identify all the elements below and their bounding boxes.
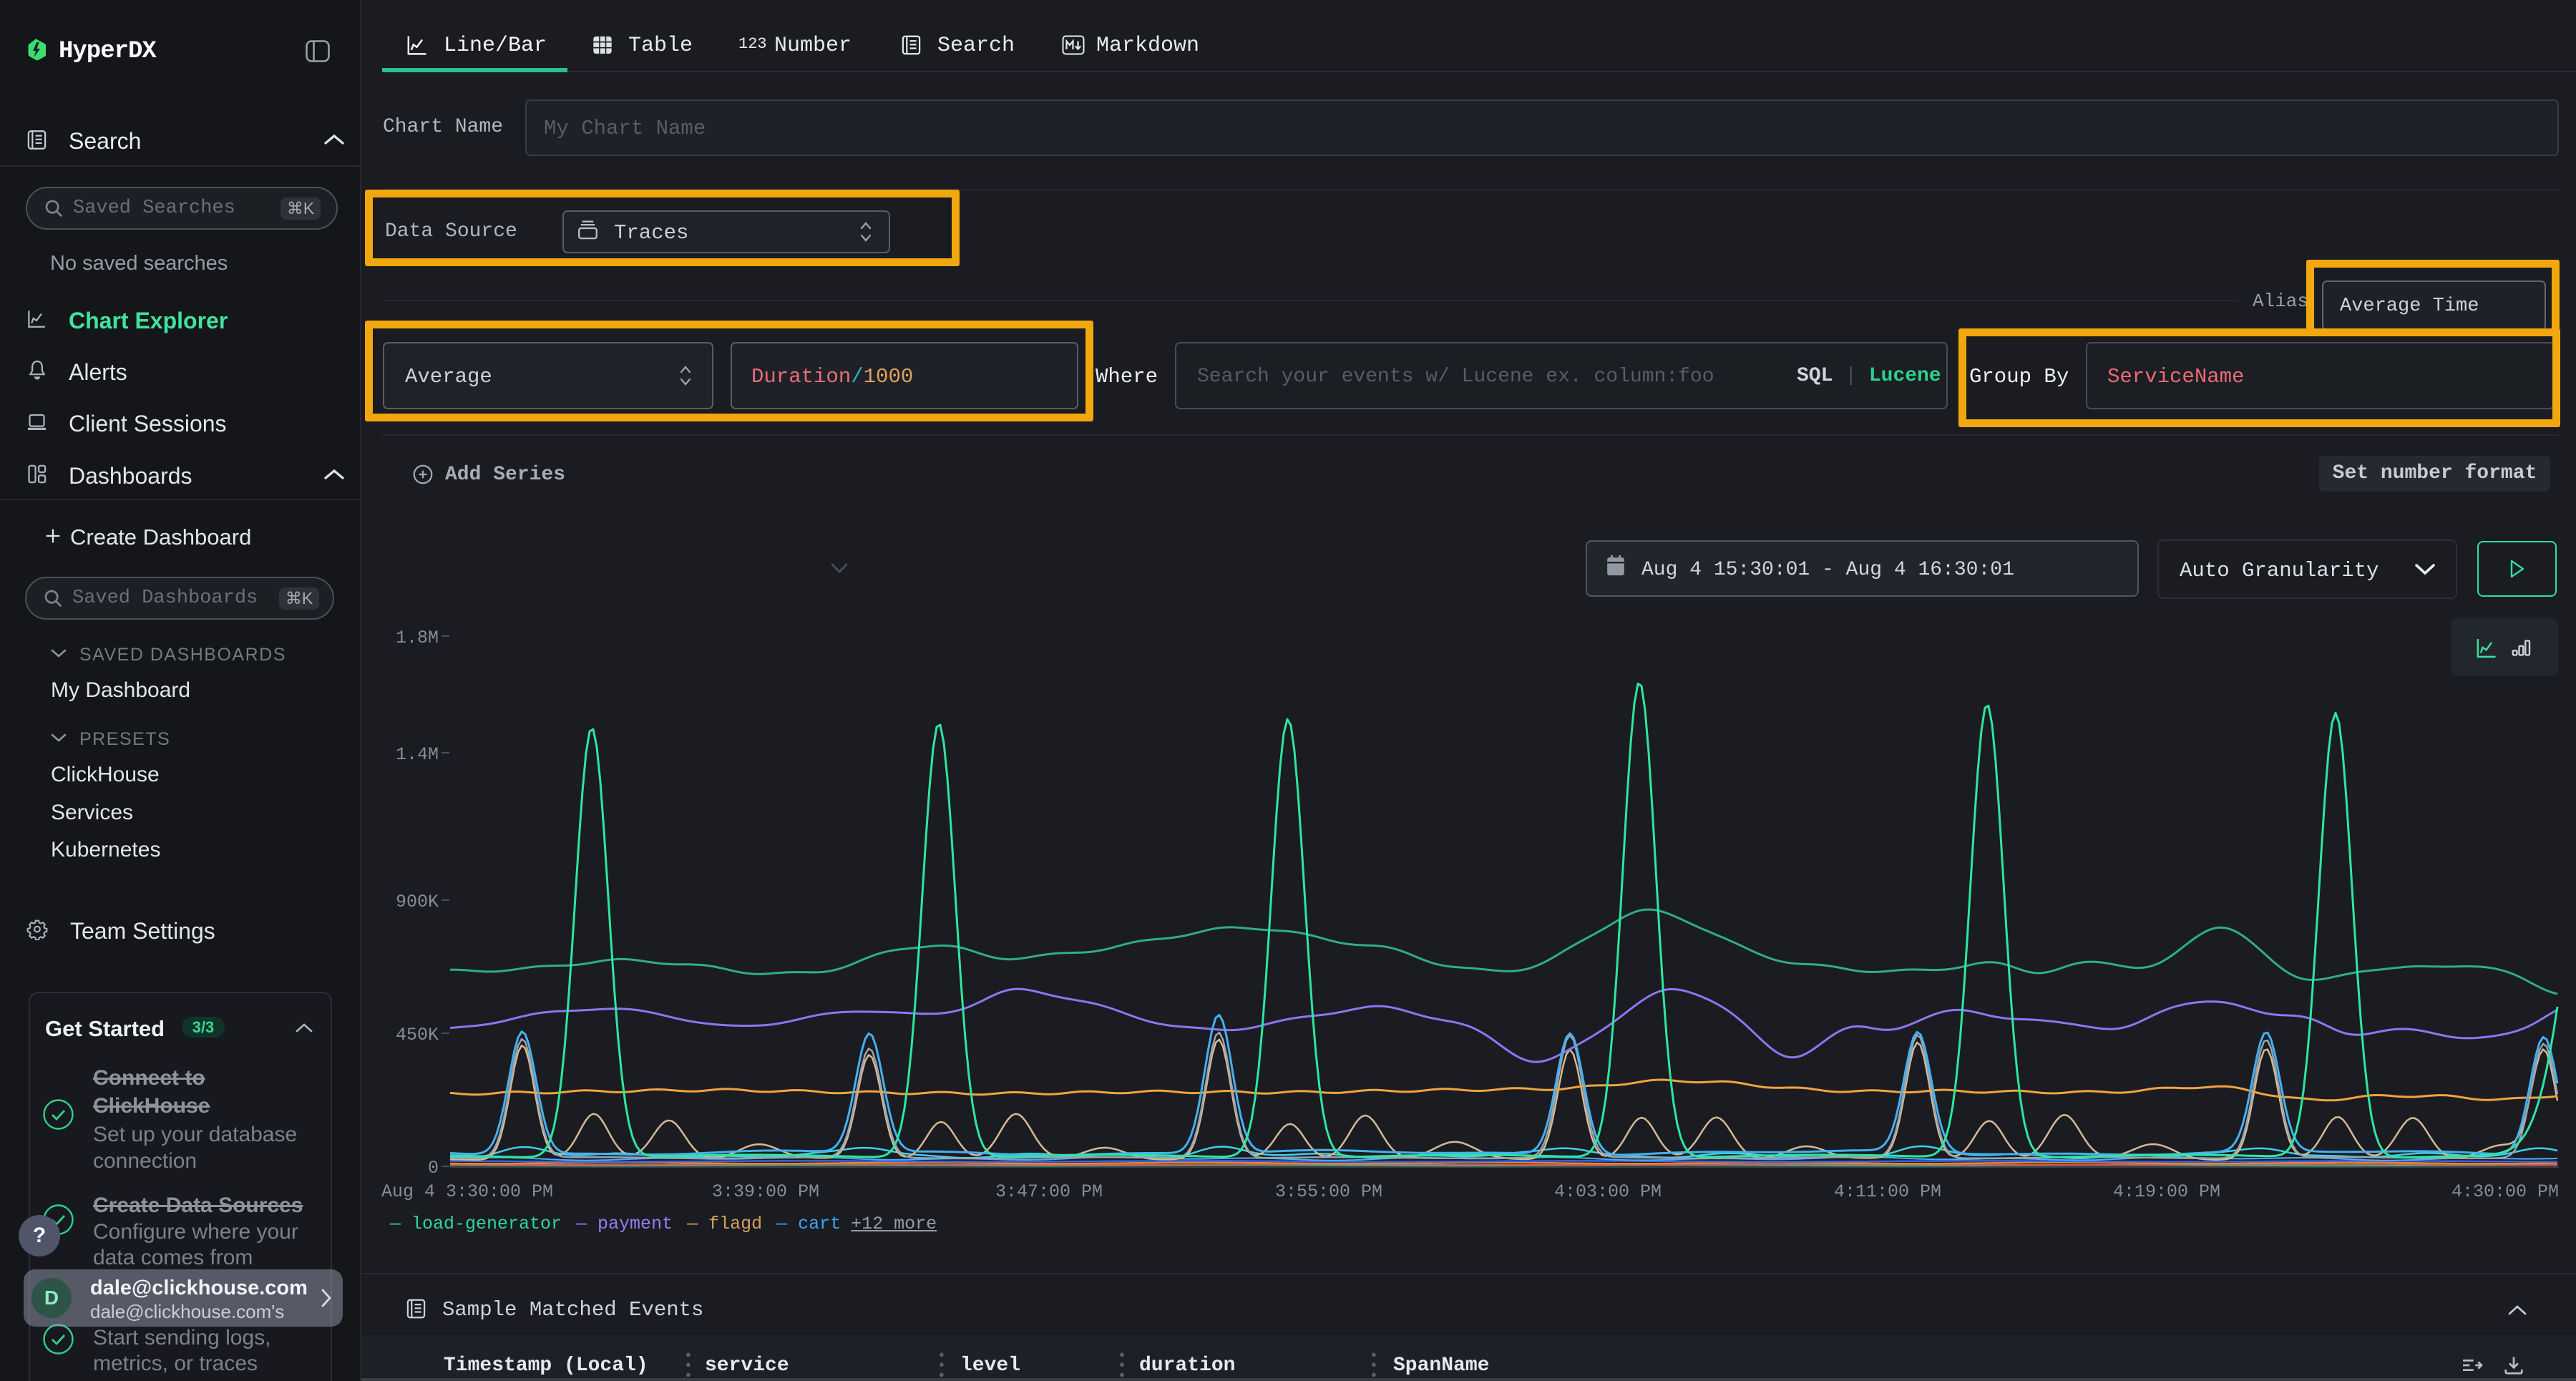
svg-text:1.8M: 1.8M	[396, 628, 439, 648]
svg-text:4:30:00 PM: 4:30:00 PM	[2451, 1181, 2559, 1202]
svg-text:450K: 450K	[396, 1025, 439, 1045]
svg-text:0: 0	[428, 1158, 439, 1179]
svg-text:3:55:00 PM: 3:55:00 PM	[1275, 1181, 1382, 1202]
svg-text:1.4M: 1.4M	[396, 744, 439, 765]
svg-text:3:47:00 PM: 3:47:00 PM	[995, 1181, 1103, 1202]
svg-text:Aug 4 3:30:00 PM: Aug 4 3:30:00 PM	[381, 1181, 553, 1202]
svg-text:4:11:00 PM: 4:11:00 PM	[1834, 1181, 1941, 1202]
svg-text:3:39:00 PM: 3:39:00 PM	[712, 1181, 819, 1202]
svg-text:4:19:00 PM: 4:19:00 PM	[2113, 1181, 2220, 1202]
svg-text:4:03:00 PM: 4:03:00 PM	[1554, 1181, 1662, 1202]
svg-text:900K: 900K	[396, 892, 439, 912]
